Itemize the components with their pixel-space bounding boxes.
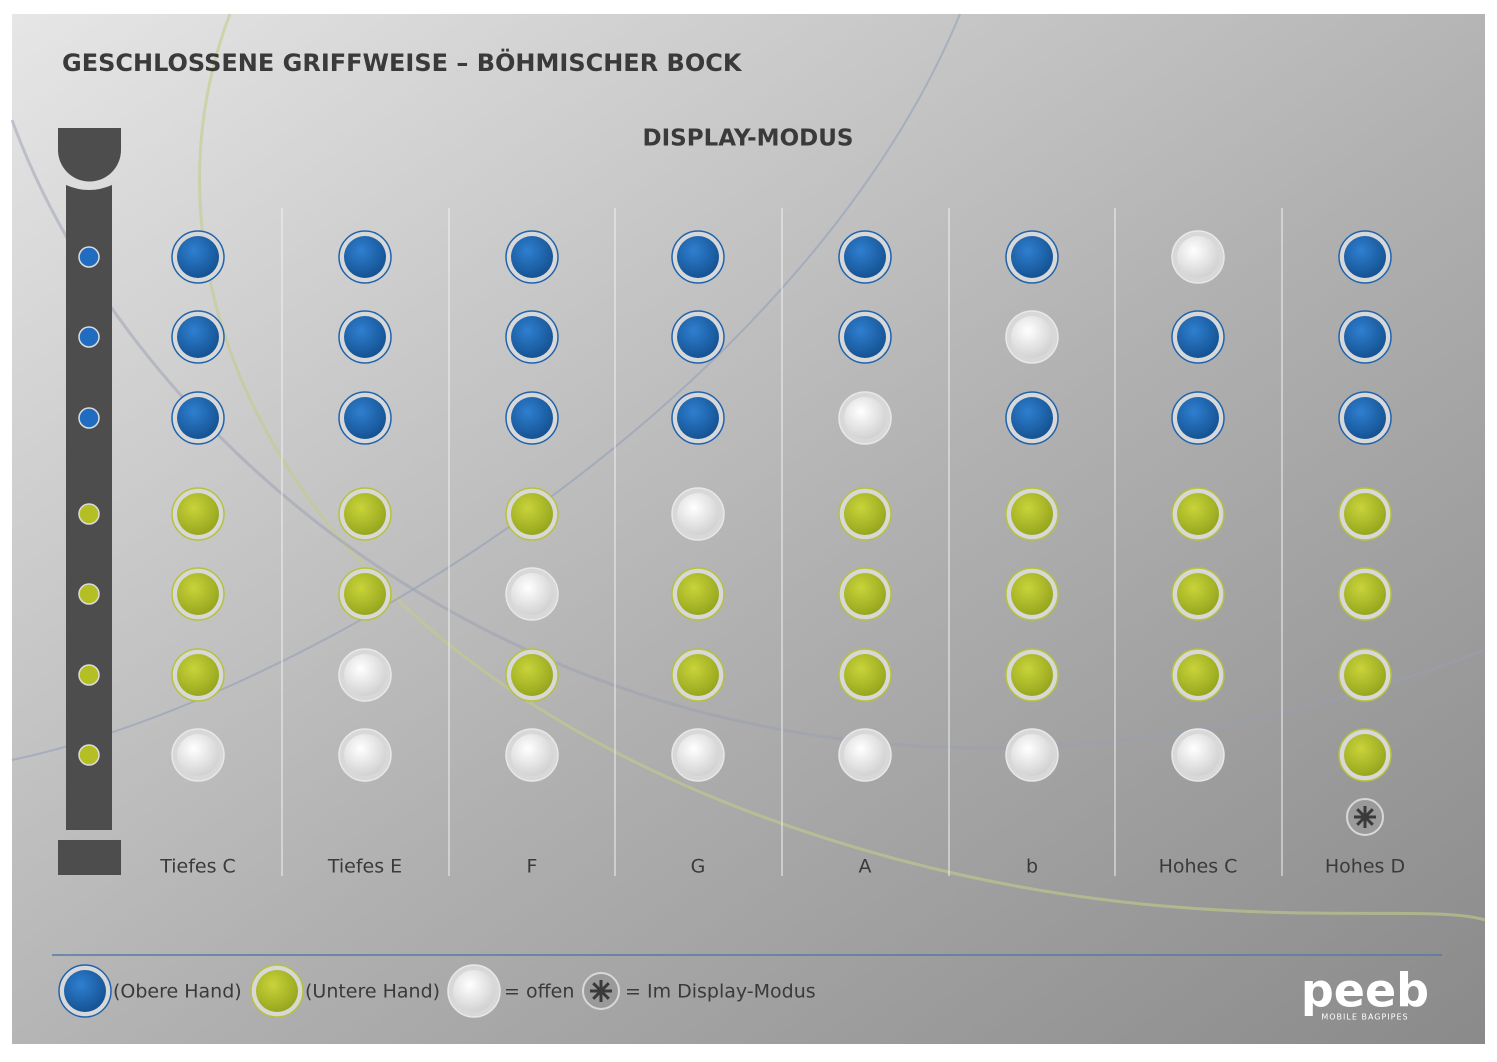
- hole: [677, 316, 719, 358]
- hole: [844, 654, 886, 696]
- hole: [177, 573, 219, 615]
- hole: [1344, 493, 1386, 535]
- chanter-top: [58, 128, 121, 182]
- hole: [844, 316, 886, 358]
- hole: [344, 493, 386, 535]
- hole: [344, 316, 386, 358]
- hole: [511, 316, 553, 358]
- title: GESCHLOSSENE GRIFFWEISE – BÖHMISCHER BOC…: [62, 47, 743, 77]
- chanter-hole: [78, 246, 100, 268]
- hole: [256, 970, 298, 1012]
- logo: peeb: [1301, 964, 1429, 1018]
- hole: [1177, 734, 1219, 776]
- legend-text: (Untere Hand): [305, 981, 440, 1003]
- hole: [1344, 734, 1386, 776]
- hole: [677, 734, 719, 776]
- hole: [677, 573, 719, 615]
- hole: [1344, 573, 1386, 615]
- chanter-hole: [78, 664, 100, 686]
- hole: [677, 397, 719, 439]
- hole: [177, 316, 219, 358]
- hole: [344, 654, 386, 696]
- hole: [177, 236, 219, 278]
- note-label: Tiefes C: [159, 856, 236, 878]
- hole: [511, 397, 553, 439]
- hole: [453, 970, 495, 1012]
- chanter-base: [58, 840, 121, 875]
- hole: [177, 734, 219, 776]
- hole: [677, 654, 719, 696]
- hole: [344, 397, 386, 439]
- chanter-hole: [78, 744, 100, 766]
- hole: [511, 734, 553, 776]
- hole: [1011, 654, 1053, 696]
- hole: [1011, 734, 1053, 776]
- hole: [344, 573, 386, 615]
- chanter-hole: [78, 407, 100, 429]
- display-mark-ray: [1356, 808, 1374, 826]
- background: [12, 14, 1485, 1044]
- hole: [677, 493, 719, 535]
- logo-tagline: MOBILE BAGPIPES: [1321, 1013, 1408, 1022]
- hole: [177, 397, 219, 439]
- chanter-hole: [78, 326, 100, 348]
- hole: [844, 573, 886, 615]
- display-mark-ray: [592, 982, 610, 1000]
- hole: [1177, 397, 1219, 439]
- legend-text: = offen: [504, 981, 574, 1003]
- hole: [64, 970, 106, 1012]
- hole: [844, 236, 886, 278]
- hole: [1177, 573, 1219, 615]
- legend: (Obere Hand) (Untere Hand) = offen = Im …: [113, 981, 816, 1003]
- hole: [511, 236, 553, 278]
- chanter-hole: [78, 583, 100, 605]
- hole: [1177, 654, 1219, 696]
- hole: [177, 654, 219, 696]
- hole: [1011, 573, 1053, 615]
- hole: [344, 734, 386, 776]
- hole: [1344, 236, 1386, 278]
- hole: [844, 734, 886, 776]
- hole: [1177, 493, 1219, 535]
- hole: [844, 493, 886, 535]
- hole: [1011, 236, 1053, 278]
- hole: [1011, 493, 1053, 535]
- subtitle: DISPLAY-MODUS: [643, 126, 854, 152]
- hole: [1177, 316, 1219, 358]
- note-label: b: [1026, 856, 1038, 878]
- hole: [511, 654, 553, 696]
- hole: [844, 397, 886, 439]
- note-label: Tiefes E: [327, 856, 402, 878]
- hole: [1344, 654, 1386, 696]
- hole: [177, 493, 219, 535]
- note-label: F: [527, 856, 538, 878]
- hole: [1011, 316, 1053, 358]
- note-label: Hohes C: [1159, 856, 1238, 878]
- note-label: A: [859, 856, 872, 878]
- hole: [677, 236, 719, 278]
- note-label: G: [691, 856, 706, 878]
- note-label: Hohes D: [1325, 856, 1405, 878]
- hole: [344, 236, 386, 278]
- hole: [511, 493, 553, 535]
- hole: [511, 573, 553, 615]
- hole: [1011, 397, 1053, 439]
- legend-text: = Im Display-Modus: [625, 981, 816, 1003]
- hole: [1177, 236, 1219, 278]
- legend-text: (Obere Hand): [113, 981, 242, 1003]
- hole: [1344, 397, 1386, 439]
- hole: [1344, 316, 1386, 358]
- chanter-hole: [78, 503, 100, 525]
